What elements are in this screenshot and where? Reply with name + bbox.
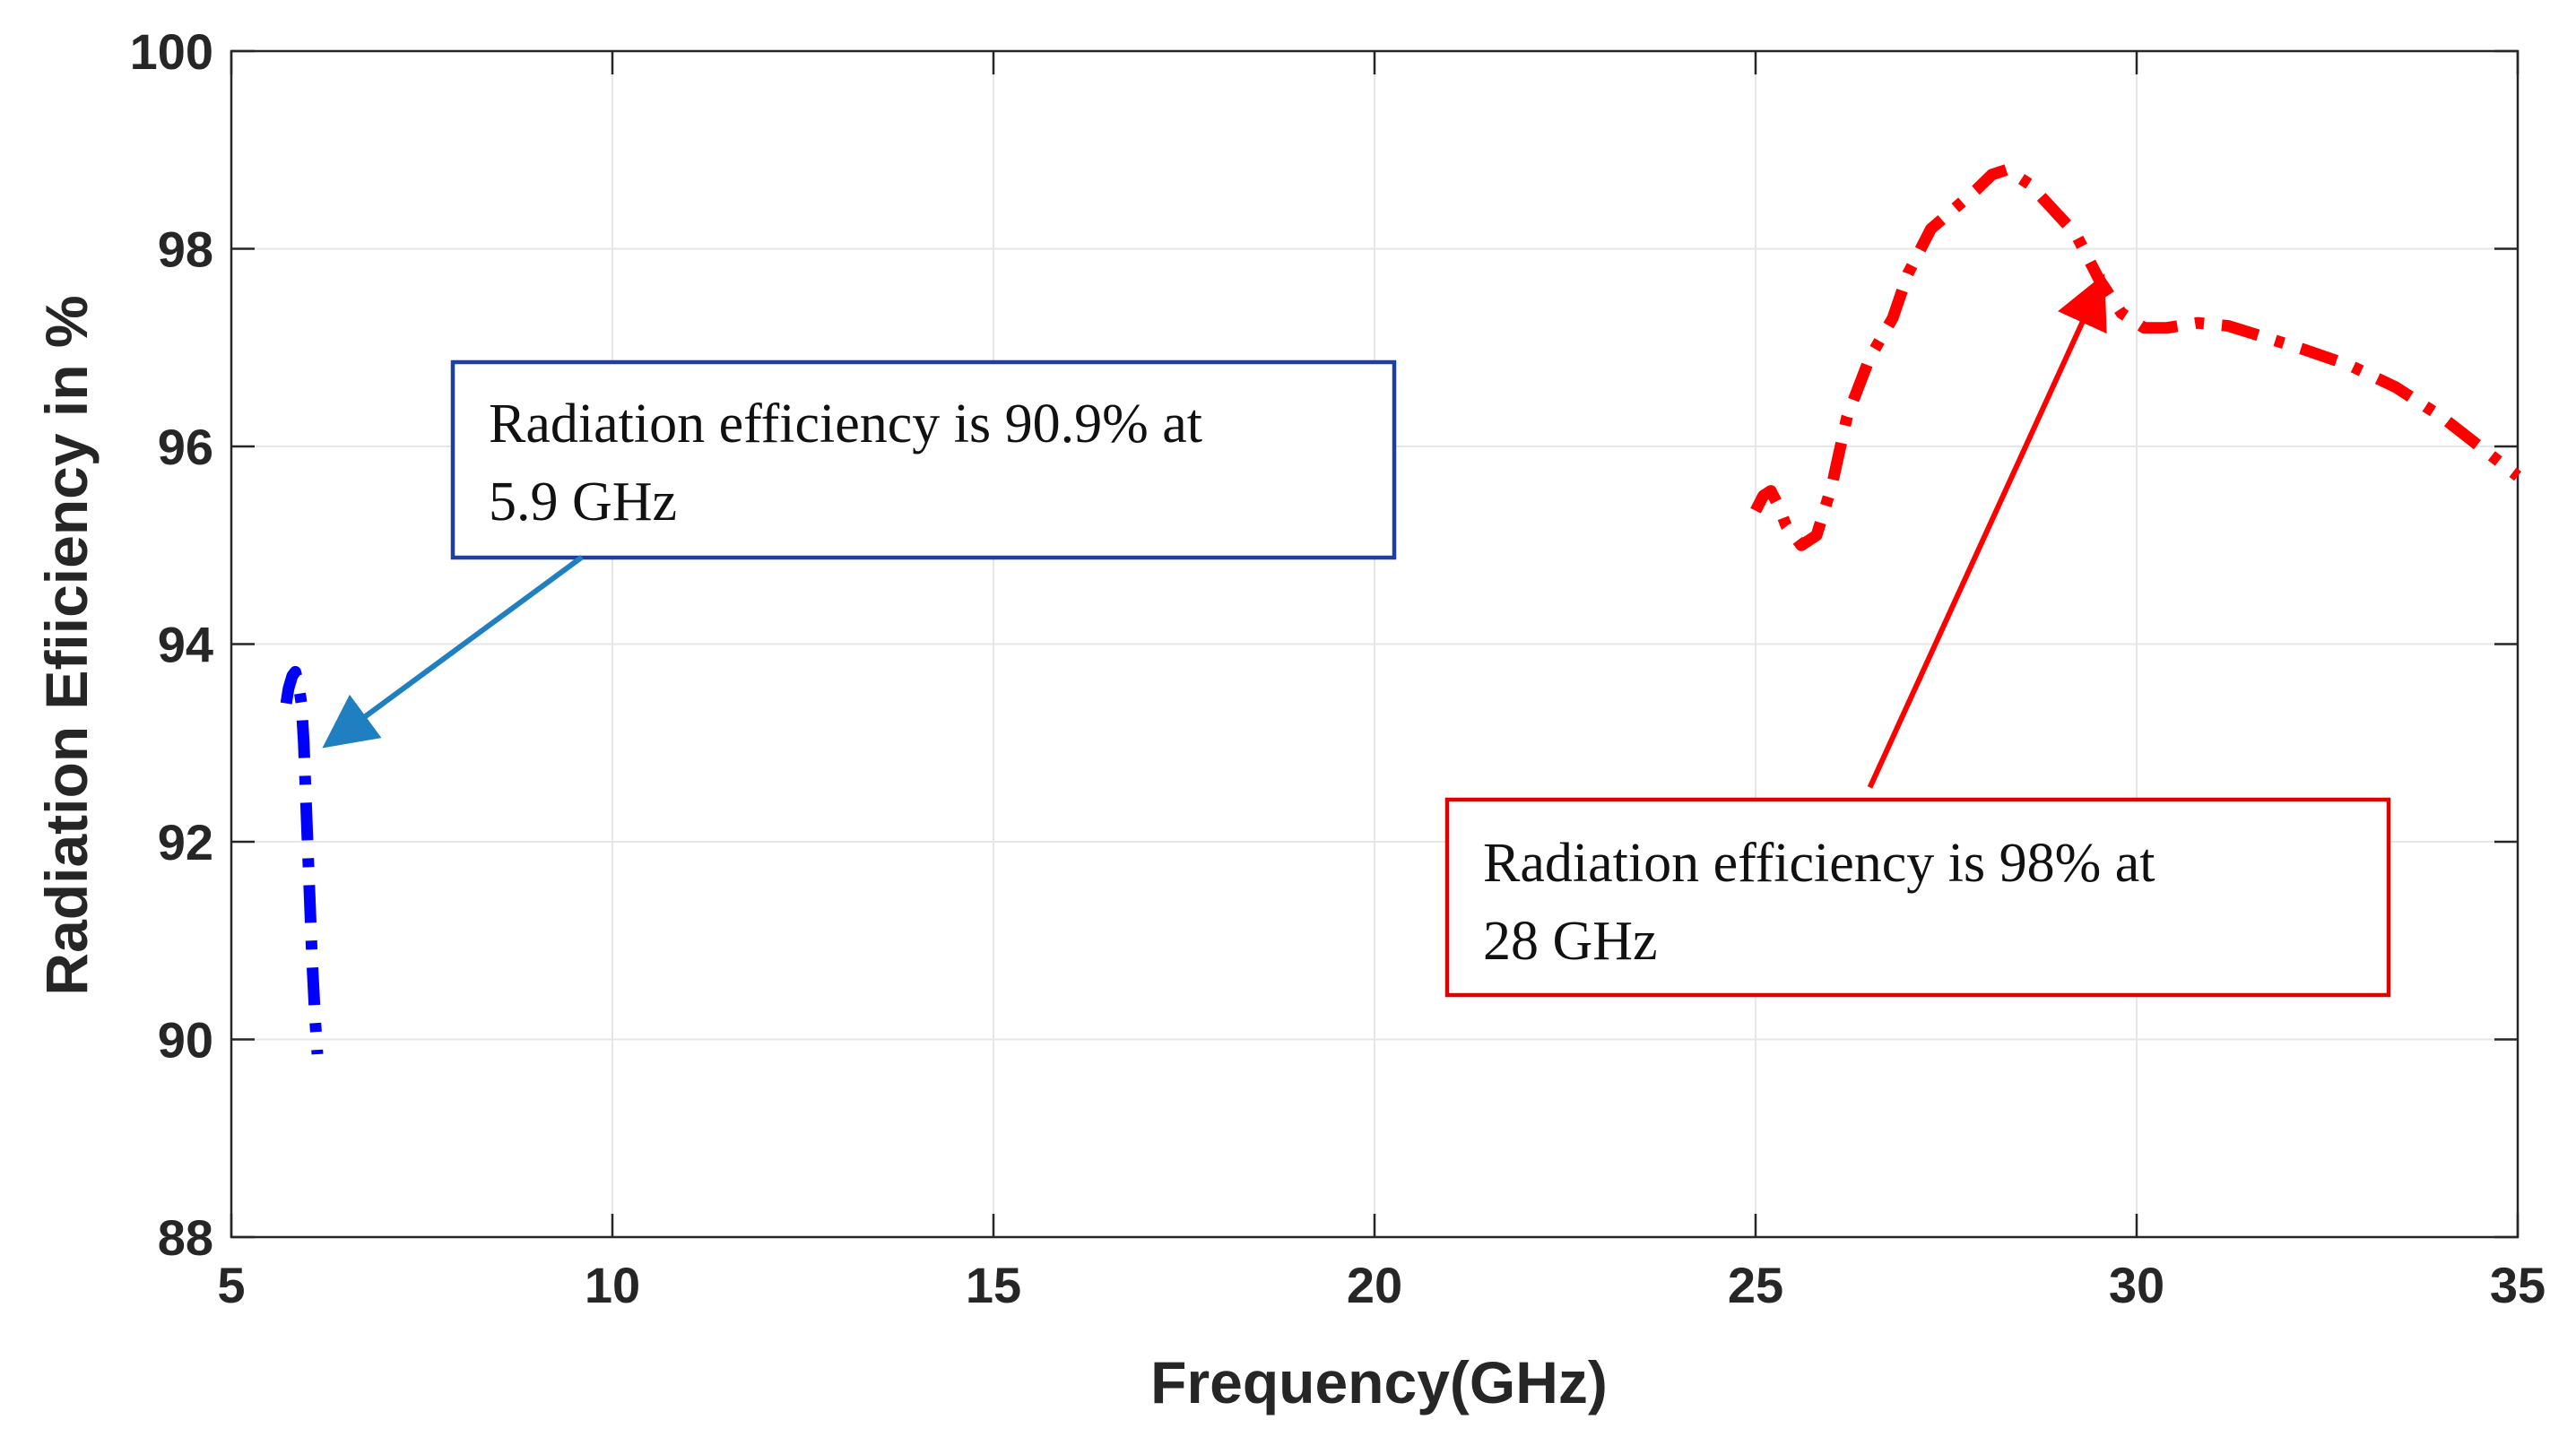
annotation-28GHz-text-line: Radiation efficiency is 98% at	[1483, 833, 2155, 894]
x-tick-label: 25	[1728, 1257, 1783, 1313]
x-tick-label: 15	[966, 1257, 1021, 1313]
annotation-5.9GHz-box	[450, 359, 1397, 560]
series-layer	[280, 163, 2521, 1055]
x-tick-label: 5	[217, 1257, 245, 1313]
x-axis-label: Frequency(GHz)	[1150, 1349, 1608, 1415]
grid	[230, 50, 2519, 1238]
annotation-5.9GHz-arrow	[322, 555, 584, 749]
y-tick-label: 94	[158, 617, 213, 673]
series-line-band-5.9GHz	[280, 665, 324, 1055]
y-axis-label: Radiation Efiiciency in %	[33, 295, 100, 995]
x-tick-label: 30	[2109, 1257, 2164, 1313]
annotation-5.9GHz-text-line: Radiation efficiency is 90.9% at	[489, 394, 1202, 454]
y-tick-label: 90	[158, 1012, 213, 1069]
annotation-28GHz-text-line: 28 GHz	[1483, 911, 1658, 972]
annotation-5.9GHz-text-line: 5.9 GHz	[489, 472, 677, 532]
axes: 5 10 15 20 25 30 35 88 90 92 94 96 98 100	[130, 23, 2546, 1313]
annotation-28GHz-box	[1444, 797, 2391, 998]
series-line-band-28GHz	[1750, 163, 2521, 551]
annotation-5.9GHz: Radiation efficiency is 90.9% at 5.9 GHz	[322, 359, 1397, 749]
y-tick-label: 92	[158, 814, 213, 870]
x-tick-label: 10	[585, 1257, 640, 1313]
x-tick-label: 20	[1347, 1257, 1402, 1313]
annotation-layer: Radiation efficiency is 90.9% at5.9 GHzR…	[322, 273, 2391, 998]
y-tick-label: 98	[158, 221, 213, 278]
annotation-28GHz: Radiation efficiency is 98% at 28 GHz	[1444, 273, 2391, 998]
y-tick-label: 88	[158, 1209, 213, 1266]
y-tick-label: 96	[158, 419, 213, 475]
x-tick-label: 35	[2490, 1257, 2546, 1313]
y-tick-label: 100	[130, 23, 213, 80]
annotation-28GHz-arrow	[1867, 273, 2107, 789]
